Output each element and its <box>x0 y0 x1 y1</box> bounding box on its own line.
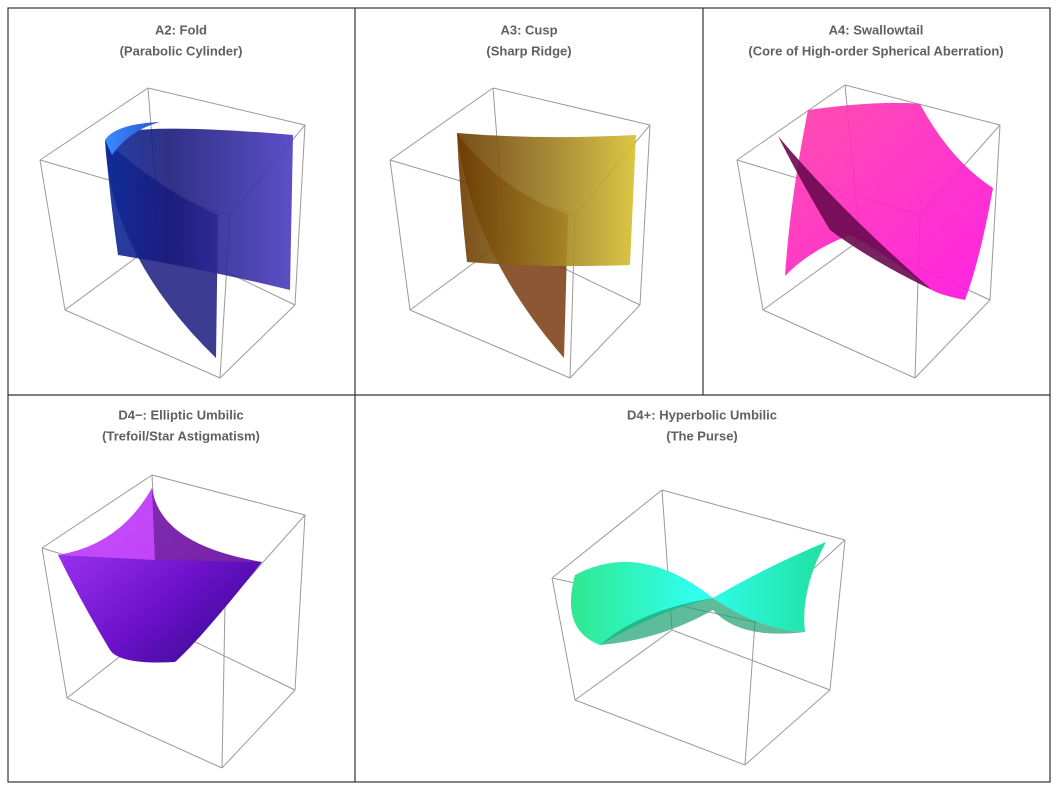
box-edge <box>389 159 411 311</box>
box-edge <box>219 304 296 379</box>
box-edge <box>661 489 846 541</box>
panel-title: A3: Cusp <box>500 22 557 37</box>
panel-subtitle: (Core of High-order Spherical Aberration… <box>748 43 1003 58</box>
box-edge <box>39 159 66 311</box>
box-edge <box>551 489 663 579</box>
box-edge <box>844 84 1001 126</box>
panel-title: D4+: Hyperbolic Umbilic <box>627 407 777 422</box>
surface <box>600 598 805 645</box>
surface <box>457 133 636 266</box>
surface <box>152 488 262 562</box>
box-edge <box>569 304 641 379</box>
box-edge <box>66 697 223 769</box>
box-edge <box>574 699 746 766</box>
box-edge <box>41 547 68 699</box>
surface <box>570 542 826 645</box>
box-edge <box>41 474 153 549</box>
box-edge <box>39 87 149 161</box>
box-edge <box>492 87 651 126</box>
box-edge <box>147 87 306 126</box>
panel-title: D4−: Elliptic Umbilic <box>118 407 243 422</box>
box-edge <box>389 87 494 161</box>
box-edge <box>744 621 756 766</box>
panel-subtitle: (Sharp Ridge) <box>486 43 571 58</box>
box-edge <box>151 474 306 516</box>
box-edge <box>639 124 651 306</box>
box-edge <box>221 689 296 769</box>
panel-subtitle: (Trefoil/Star Astigmatism) <box>102 428 260 443</box>
box-edge <box>744 689 831 766</box>
box-edge <box>294 124 306 306</box>
panel-title: A4: Swallowtail <box>829 22 924 37</box>
box-edge <box>671 629 831 691</box>
box-edge <box>736 159 764 311</box>
panel-title: A2: Fold <box>155 22 207 37</box>
box-edge <box>221 604 226 769</box>
surface <box>58 488 155 560</box>
surfaces <box>58 102 993 663</box>
box-edge <box>551 577 576 701</box>
box-edge <box>829 539 846 691</box>
surface <box>58 488 262 663</box>
box-edge <box>762 239 861 311</box>
surface <box>105 128 293 290</box>
box-edge <box>294 514 306 691</box>
box-edge <box>989 124 1001 301</box>
box-edge <box>736 84 846 161</box>
surface <box>785 102 993 300</box>
panel-subtitle: (The Purse) <box>666 428 738 443</box>
surface <box>105 122 160 155</box>
box-edge <box>409 309 571 379</box>
panel-subtitle: (Parabolic Cylinder) <box>120 43 243 58</box>
box-edge <box>64 309 221 379</box>
box-edge <box>914 299 991 379</box>
box-edge <box>762 309 916 379</box>
box-edge <box>574 629 673 701</box>
